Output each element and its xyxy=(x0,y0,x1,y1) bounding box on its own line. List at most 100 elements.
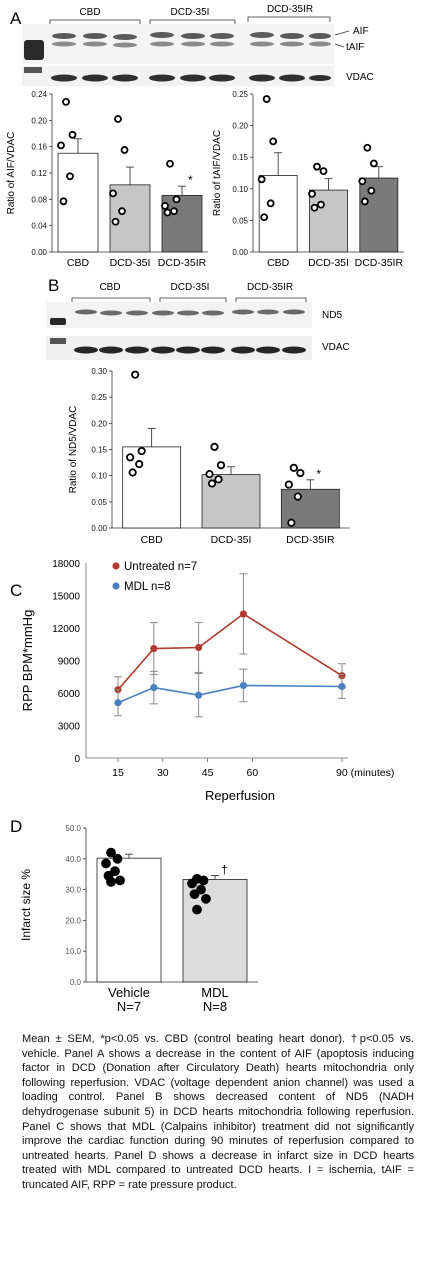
data-point xyxy=(239,681,248,690)
data-point xyxy=(269,137,278,146)
data-point xyxy=(150,644,158,653)
y-tick-label: 18000 xyxy=(52,559,80,570)
x-tick-label: N=7 xyxy=(117,999,141,1014)
data-point xyxy=(109,189,117,198)
data-point xyxy=(367,186,376,195)
x-tick-label: 30 xyxy=(157,767,169,779)
x-tick-label: 45 xyxy=(202,767,214,779)
y-tick-label: 15000 xyxy=(52,592,80,603)
panel-a-group-label-cbd: CBD xyxy=(79,7,100,18)
y-tick-label: 0.10 xyxy=(91,472,107,481)
data-point xyxy=(106,847,116,858)
x-tick-label: N=8 xyxy=(203,999,227,1014)
data-point xyxy=(198,875,209,886)
x-tick-label: MDL xyxy=(201,985,228,1000)
y-tick-label: 6000 xyxy=(58,689,81,700)
y-axis-label: RPP BPM*mmHg xyxy=(20,610,35,712)
y-tick-label: 0.25 xyxy=(232,90,248,99)
panel-b-letter: B xyxy=(48,276,59,295)
panel-b-bracket-dcd35i xyxy=(159,297,227,303)
y-tick-label: 0.30 xyxy=(91,367,107,376)
panel-a-group-label-dcd35ir: DCD-35IR xyxy=(267,4,313,15)
data-point xyxy=(163,208,172,217)
panel-b-group-label-dcd35ir: DCD-35IR xyxy=(247,282,293,293)
data-point xyxy=(214,475,223,484)
x-tick-label: CBD xyxy=(267,257,290,269)
x-axis-label: Reperfusion xyxy=(205,788,275,803)
data-point xyxy=(207,479,217,488)
y-tick-label: 0.20 xyxy=(91,419,107,428)
panel-b-group-label-cbd: CBD xyxy=(99,282,120,293)
aif-pointer xyxy=(334,30,350,36)
data-point xyxy=(360,197,369,206)
significance-mark: † xyxy=(221,862,228,876)
data-point xyxy=(66,172,74,181)
figure-caption: Mean ± SEM, *p<0.05 vs. CBD (control bea… xyxy=(22,1033,414,1191)
data-point xyxy=(161,202,169,210)
chart-taif: 0.00 0.05 0.10 0.15 0.20 0.25 Ratio of tAIF/VD… xyxy=(212,90,404,269)
y-tick-label: 0.25 xyxy=(91,393,107,402)
y-tick-label: 20.0 xyxy=(65,916,81,925)
x-tick-label: Vehicle xyxy=(108,985,150,1000)
data-point xyxy=(187,878,197,889)
y-tick-label: 0.04 xyxy=(31,222,47,231)
data-point xyxy=(358,177,367,186)
x-tick-label: DCD-35I xyxy=(211,534,252,546)
data-point xyxy=(118,207,126,216)
y-tick-label: 0.00 xyxy=(91,524,107,533)
panel-b-group-label-dcd35i: DCD-35I xyxy=(171,282,210,293)
vdac-blot-b: VDAC xyxy=(46,336,350,360)
data-point xyxy=(110,866,120,877)
y-tick-label: 0.05 xyxy=(91,498,107,507)
y-tick-label: 0.15 xyxy=(91,446,107,455)
data-point xyxy=(114,699,122,707)
legend-marker xyxy=(112,582,120,590)
x-tick-label: 15 xyxy=(112,767,124,779)
y-tick-label: 0.00 xyxy=(31,248,47,257)
data-point xyxy=(114,115,122,123)
chart-aif: 0.00 0.04 0.08 0.12 0.16 0.20 0.24 Ratio of AIF… xyxy=(6,90,208,269)
data-point xyxy=(293,492,302,501)
bar xyxy=(280,488,340,529)
vdac-blot-a: VDAC xyxy=(22,66,374,86)
panel-a-group-label-dcd35i: DCD-35I xyxy=(171,7,210,18)
x-tick-label: DCD-35IR xyxy=(286,534,335,546)
panel-a-letter: A xyxy=(10,9,22,28)
data-point xyxy=(128,468,137,477)
data-point xyxy=(296,468,305,478)
panel-b-bracket-dcd35ir xyxy=(235,297,307,303)
y-tick-label: 50.0 xyxy=(65,824,81,833)
data-point xyxy=(310,203,319,212)
panel-b-bracket-cbd xyxy=(71,297,151,303)
data-point xyxy=(135,460,144,469)
nd5-blot: ND5 xyxy=(46,302,342,328)
x-tick-label: DCD-35IR xyxy=(158,257,207,269)
y-tick-label: 9000 xyxy=(58,657,81,668)
y-axis-label: Ratio of tAIF/VDAC xyxy=(212,130,223,216)
y-tick-label: 0.20 xyxy=(31,116,47,125)
panel-a-bracket-dcd35ir xyxy=(247,16,331,22)
x-tick-label: 60 xyxy=(247,767,259,779)
panel-c: C 0 3000 6000 9000 12000 15000 18000 RPP BPM*mm… xyxy=(10,559,394,803)
taif-pointer xyxy=(334,43,345,48)
data-point xyxy=(106,877,116,887)
data-point xyxy=(262,95,271,103)
data-point xyxy=(68,130,77,139)
panel-a-bracket-cbd xyxy=(49,19,141,25)
figure: A CBD DCD-35I DCD-35IR AIF tAIF xyxy=(6,4,404,1014)
data-point xyxy=(126,453,135,462)
y-tick-label: 0.15 xyxy=(232,153,248,162)
data-point xyxy=(216,461,226,470)
data-point xyxy=(239,610,248,618)
aif-blot: AIF tAIF xyxy=(22,24,369,64)
data-point xyxy=(195,643,203,652)
y-tick-label: 0.05 xyxy=(232,216,248,225)
y-tick-label: 0.0 xyxy=(70,978,82,987)
x-tick-label: CBD xyxy=(141,534,164,546)
significance-mark: * xyxy=(316,467,321,481)
panel-d: D 0.0 10.0 20.0 30.0 40.0 50.0 Infarct size % V… xyxy=(10,817,258,1014)
y-tick-label: 0.00 xyxy=(232,248,248,257)
x-tick-label: 90 (minutes) xyxy=(336,767,394,779)
y-tick-label: 12000 xyxy=(52,624,80,635)
chart-rpp: 0 3000 6000 9000 12000 15000 18000 RPP BPM*mmHg… xyxy=(20,559,394,803)
